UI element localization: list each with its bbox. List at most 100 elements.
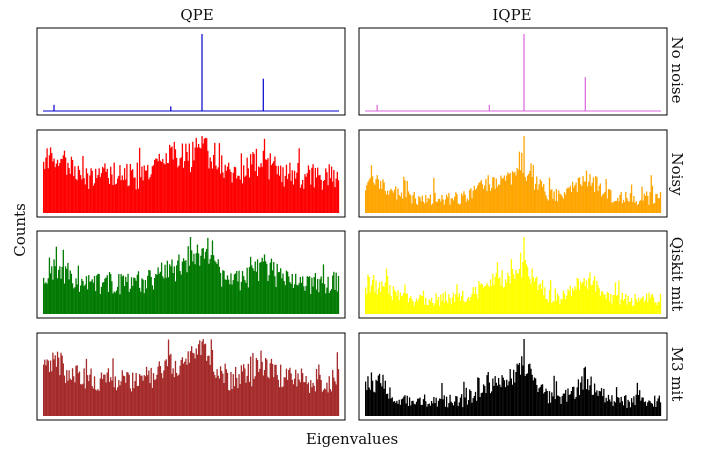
histogram-bar xyxy=(576,277,578,314)
histogram-bar xyxy=(267,376,269,416)
histogram-bar xyxy=(398,399,400,416)
histogram-bar xyxy=(513,172,515,213)
histogram-bar xyxy=(541,280,544,314)
histogram-bar xyxy=(292,184,295,213)
histogram-bar xyxy=(166,260,169,314)
histogram-bar xyxy=(418,398,420,416)
histogram-bar xyxy=(304,174,306,213)
histogram-bar xyxy=(655,302,657,314)
histogram-bar xyxy=(126,163,128,213)
histogram-bar xyxy=(89,175,91,213)
histogram-bar xyxy=(507,172,509,213)
histogram-bar xyxy=(244,280,246,314)
histogram-bar xyxy=(187,246,189,314)
histogram-bar xyxy=(551,392,553,416)
histogram-bar xyxy=(92,282,95,314)
histogram-bar xyxy=(293,284,296,314)
histogram-bar xyxy=(457,406,459,416)
histogram-bar xyxy=(149,383,151,416)
histogram-bar xyxy=(400,399,403,416)
histogram-bar xyxy=(499,184,501,213)
histogram-bar xyxy=(390,295,392,314)
histogram-bar xyxy=(262,150,264,213)
histogram-bar xyxy=(491,286,493,314)
histogram-bar xyxy=(237,281,239,314)
histogram-bar xyxy=(281,181,283,213)
histogram-bar xyxy=(334,187,336,213)
histogram-bar xyxy=(253,378,255,416)
histogram-bar xyxy=(92,388,95,416)
histogram-bar xyxy=(245,282,247,314)
col-title-qpe: QPE xyxy=(180,6,213,24)
histogram-bar xyxy=(590,185,592,213)
histogram-bar xyxy=(44,283,46,314)
histogram-bar xyxy=(164,264,166,314)
panel-frame xyxy=(36,27,346,116)
histogram-bar xyxy=(486,191,488,213)
histogram-bar xyxy=(381,386,383,416)
histogram-bar xyxy=(114,292,116,314)
histogram-bar xyxy=(486,375,488,416)
histogram-bar xyxy=(589,174,591,213)
histogram-bar xyxy=(115,183,118,213)
histogram-bar xyxy=(632,402,634,416)
histogram-bar xyxy=(605,179,607,213)
histogram-bar xyxy=(650,403,652,416)
histogram-bar xyxy=(74,287,76,314)
histogram-bar xyxy=(117,286,119,314)
histogram-bar xyxy=(449,298,451,314)
histogram-bar xyxy=(125,179,127,213)
histogram-bar xyxy=(587,289,589,314)
histogram-bar xyxy=(509,173,511,213)
histogram-bar xyxy=(252,152,254,213)
histogram-bar xyxy=(581,186,583,213)
histogram-bar xyxy=(375,379,377,416)
histogram-bar xyxy=(435,201,437,213)
histogram-bar xyxy=(578,177,581,213)
histogram-bar xyxy=(107,178,110,213)
histogram-bar xyxy=(648,204,650,213)
histogram-bar xyxy=(232,374,234,416)
histogram-bar xyxy=(420,404,422,416)
histogram-bar xyxy=(278,271,281,314)
histogram-bar xyxy=(519,252,522,314)
histogram-bar xyxy=(80,384,82,416)
histogram-bar xyxy=(478,377,480,416)
histogram-bar xyxy=(474,287,477,314)
histogram-bar xyxy=(427,404,429,416)
histogram-bar xyxy=(472,398,474,416)
histogram-bar xyxy=(582,389,584,416)
histogram-bar xyxy=(263,138,266,213)
histogram-bar xyxy=(612,405,614,416)
histogram-bar xyxy=(525,263,528,314)
histogram-bar xyxy=(98,274,100,314)
histogram-bar xyxy=(70,380,73,416)
histogram-bar xyxy=(125,276,127,314)
histogram-bar xyxy=(574,185,576,213)
histogram-bar xyxy=(412,301,414,314)
histogram-bar xyxy=(285,164,288,213)
histogram-bar xyxy=(78,371,81,416)
histogram-bar xyxy=(112,358,114,416)
histogram-bar xyxy=(478,281,480,314)
histogram-bar xyxy=(292,287,295,314)
histogram-bar xyxy=(541,186,544,213)
histogram-bar xyxy=(290,373,292,416)
row-label-qiskit-mit: Qiskit mit xyxy=(668,237,686,312)
histogram-bar xyxy=(546,299,548,314)
histogram-bar xyxy=(634,294,636,314)
histogram-bar xyxy=(581,284,583,314)
histogram-bar xyxy=(202,339,204,416)
histogram-bar xyxy=(219,366,222,416)
histogram-bar xyxy=(414,301,417,314)
histogram-bar xyxy=(395,402,397,416)
histogram-bar xyxy=(90,168,92,213)
histogram-bar xyxy=(77,265,79,314)
histogram-bar xyxy=(380,292,382,314)
histogram-bar xyxy=(122,180,125,213)
histogram-bar xyxy=(54,167,56,213)
histogram-bar xyxy=(88,188,90,213)
histogram-bar xyxy=(140,291,142,314)
histogram-bar xyxy=(522,365,524,416)
